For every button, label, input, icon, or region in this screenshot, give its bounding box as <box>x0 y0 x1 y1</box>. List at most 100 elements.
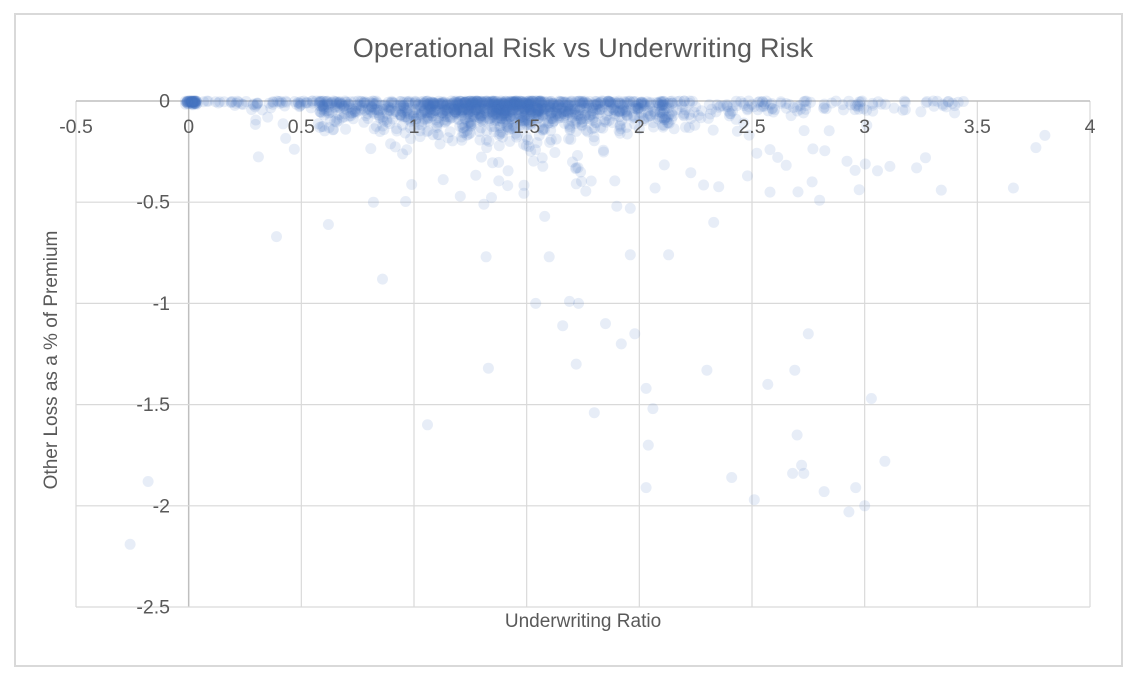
data-point <box>494 104 506 116</box>
data-point <box>364 96 376 108</box>
data-point <box>666 95 678 107</box>
data-point <box>601 110 613 121</box>
data-point <box>318 95 330 107</box>
data-point <box>457 104 469 116</box>
data-point <box>314 95 325 107</box>
data-point <box>387 108 399 119</box>
data-point <box>539 103 551 115</box>
data-point <box>521 101 533 113</box>
data-point <box>621 110 633 122</box>
data-point <box>731 100 743 112</box>
data-point <box>186 97 198 109</box>
data-point <box>631 100 643 112</box>
data-point <box>469 104 481 116</box>
data-point <box>416 119 428 131</box>
data-point <box>188 98 200 110</box>
data-point <box>413 98 424 110</box>
data-point <box>497 97 509 109</box>
data-point <box>467 95 479 107</box>
data-point <box>499 97 511 109</box>
data-point <box>491 102 503 114</box>
data-point <box>559 117 570 129</box>
data-point <box>470 98 482 110</box>
data-point <box>721 100 733 112</box>
data-point <box>504 111 516 123</box>
data-point <box>503 96 515 108</box>
data-point <box>606 102 618 114</box>
data-point <box>498 105 510 117</box>
data-point <box>683 109 695 120</box>
data-point <box>494 98 506 110</box>
data-point <box>508 100 520 112</box>
data-point <box>212 97 224 109</box>
data-point <box>533 104 545 116</box>
data-point <box>501 96 513 108</box>
data-point <box>402 102 414 114</box>
data-point <box>458 103 470 115</box>
data-point <box>459 102 471 114</box>
data-point <box>552 99 564 111</box>
data-point <box>531 102 543 114</box>
data-point <box>418 105 430 117</box>
data-point <box>603 99 615 111</box>
data-point <box>389 141 401 153</box>
data-point <box>469 109 481 121</box>
data-point <box>377 120 389 132</box>
data-point <box>459 96 471 108</box>
data-point <box>387 97 399 108</box>
data-point <box>515 98 527 110</box>
data-point <box>460 95 472 107</box>
data-point <box>510 127 522 139</box>
data-point <box>495 97 506 109</box>
data-point <box>499 98 511 110</box>
data-point <box>339 95 351 107</box>
data-point <box>487 98 499 110</box>
data-point <box>858 103 869 115</box>
data-point <box>187 99 199 111</box>
data-point <box>656 112 668 123</box>
data-point <box>545 96 557 108</box>
data-point <box>735 96 747 107</box>
data-point <box>387 113 399 125</box>
data-point <box>752 104 764 116</box>
data-point <box>491 95 502 107</box>
data-point <box>424 103 436 115</box>
data-point <box>437 97 448 109</box>
data-point <box>610 97 622 109</box>
data-point <box>247 98 259 110</box>
data-point <box>620 105 632 117</box>
data-point <box>480 105 492 117</box>
data-point <box>530 109 542 121</box>
data-point <box>511 98 523 110</box>
data-point <box>574 95 586 107</box>
data-point <box>850 99 861 111</box>
data-point <box>678 110 690 122</box>
data-point <box>499 102 511 114</box>
data-point <box>521 119 533 131</box>
data-point <box>580 109 592 121</box>
data-point <box>500 116 512 128</box>
data-point <box>362 102 374 114</box>
data-point <box>476 95 488 107</box>
data-point <box>433 112 444 124</box>
data-point <box>440 104 452 115</box>
data-point <box>592 98 604 110</box>
data-point <box>539 103 551 115</box>
data-point <box>663 102 675 114</box>
data-point <box>423 100 435 112</box>
data-point <box>360 110 372 122</box>
data-point <box>592 97 603 109</box>
data-point <box>372 107 384 119</box>
data-point <box>458 126 470 138</box>
data-point <box>385 105 397 116</box>
data-point <box>635 97 647 109</box>
data-point <box>872 96 884 108</box>
chart-title: Operational Risk vs Underwriting Risk <box>352 33 814 63</box>
data-point <box>800 100 812 111</box>
data-point <box>186 95 198 107</box>
data-point <box>518 179 530 191</box>
data-point <box>188 96 200 108</box>
data-point <box>487 98 499 110</box>
data-point <box>517 114 529 126</box>
data-point <box>789 364 801 376</box>
